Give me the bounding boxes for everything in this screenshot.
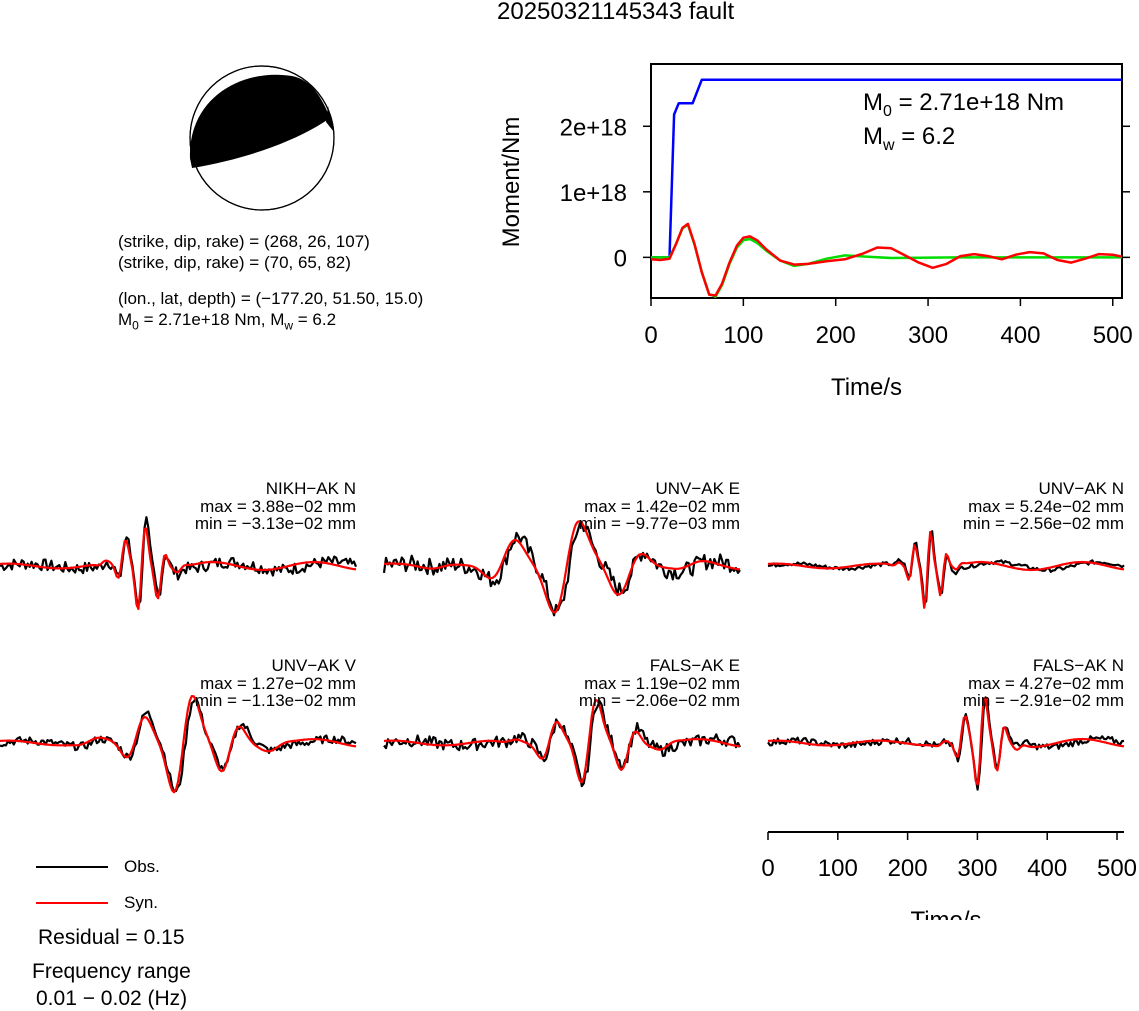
- waveform-max-label: max = 5.24e−02 mm: [968, 497, 1124, 516]
- time-axis-tick-label: 100: [818, 855, 858, 882]
- waveform-station-label: UNV−AK N: [1039, 479, 1125, 498]
- residual-value: Residual = 0.15: [38, 926, 185, 949]
- moment-x-tick-label: 0: [644, 322, 657, 349]
- moment-x-tick-label: 400: [1000, 322, 1040, 349]
- frequency-range-value: 0.01 − 0.02 (Hz): [36, 987, 188, 1010]
- moment-y-axis-label: Moment/Nm: [498, 117, 525, 248]
- moment-x-tick-label: 500: [1093, 322, 1133, 349]
- waveform-synthetic: [383, 520, 741, 614]
- waveform-synthetic: [0, 527, 357, 610]
- nodal-plane-1: (strike, dip, rake) = (268, 26, 107): [118, 232, 370, 251]
- page-title: 20250321145343 fault: [497, 0, 735, 25]
- waveform-observed: [0, 697, 357, 793]
- moment-chart: 0 100 200 300 400 500 0 1e+18 2e+18 Time/s Moment/…: [498, 63, 1133, 401]
- time-axis-label: Time/s: [910, 907, 981, 920]
- waveform-observed: [383, 700, 741, 788]
- waveform-min-label: min = −2.91e−02 mm: [963, 691, 1124, 710]
- waveform-station-label: UNV−AK V: [271, 656, 356, 675]
- beachball-icon: [189, 65, 335, 211]
- waveform-station-label: FALS−AK N: [1033, 656, 1124, 675]
- moment-y-tick-label: 0: [614, 245, 627, 272]
- waveform-station-label: FALS−AK E: [650, 656, 740, 675]
- time-axis-tick-label: 500: [1097, 855, 1137, 882]
- moment-x-tick-label: 100: [723, 322, 763, 349]
- waveform-max-label: max = 1.27e−02 mm: [200, 674, 356, 693]
- waveform-station-label: UNV−AK E: [655, 479, 740, 498]
- moment-annotation-m0: M0 = 2.71e+18 Nm: [863, 89, 1064, 120]
- waveform-min-label: min = −3.13e−02 mm: [195, 514, 356, 533]
- waveform-synthetic: [767, 530, 1125, 609]
- moment-x-axis-label: Time/s: [831, 374, 902, 401]
- waveform-synthetic: [767, 696, 1125, 786]
- waveform-synthetic: [0, 695, 357, 794]
- moment-x-tick-label: 300: [908, 322, 948, 349]
- time-axis-tick-label: 0: [761, 855, 774, 882]
- waveform-min-label: min = −2.06e−02 mm: [579, 691, 740, 710]
- nodal-plane-2: (strike, dip, rake) = (70, 65, 82): [118, 253, 351, 272]
- time-axis-tick-label: 300: [957, 855, 997, 882]
- waveform-station-label: NIKH−AK N: [266, 479, 356, 498]
- frequency-range-title: Frequency range: [32, 960, 191, 983]
- legend-observed-label: Obs.: [124, 857, 160, 876]
- legend-synthetic-label: Syn.: [124, 893, 159, 912]
- waveform-min-label: min = −1.13e−02 mm: [195, 691, 356, 710]
- moment-y-tick-label: 2e+18: [560, 114, 627, 141]
- waveform-synthetic: [383, 699, 741, 784]
- moment-series-rate_red: [650, 222, 1123, 297]
- waveform-max-label: max = 3.88e−02 mm: [200, 497, 356, 516]
- waveform-observed: [382, 521, 741, 617]
- moment-magnitude-info: M0 = 2.71e+18 Nm, Mw = 6.2: [118, 310, 337, 333]
- moment-x-tick-label: 200: [816, 322, 856, 349]
- waveform-max-label: max = 4.27e−02 mm: [968, 674, 1124, 693]
- moment-annotation-mw: Mw = 6.2: [863, 123, 955, 154]
- waveform-observed: [0, 516, 358, 606]
- waveform-observed: [767, 696, 1125, 791]
- waveform-max-label: max = 1.19e−02 mm: [584, 674, 740, 693]
- legend: [36, 866, 108, 904]
- waveform-max-label: max = 1.42e−02 mm: [584, 497, 740, 516]
- waveform-min-label: min = −9.77e−03 mm: [579, 514, 740, 533]
- hypocenter-location: (lon., lat, depth) = (−177.20, 51.50, 15…: [118, 289, 424, 308]
- time-axis-tick-label: 400: [1027, 855, 1067, 882]
- moment-y-tick-label: 1e+18: [560, 180, 627, 207]
- time-axis-tick-label: 200: [888, 855, 928, 882]
- moment-plot-frame: [650, 63, 1123, 299]
- waveform-min-label: min = −2.56e−02 mm: [963, 514, 1124, 533]
